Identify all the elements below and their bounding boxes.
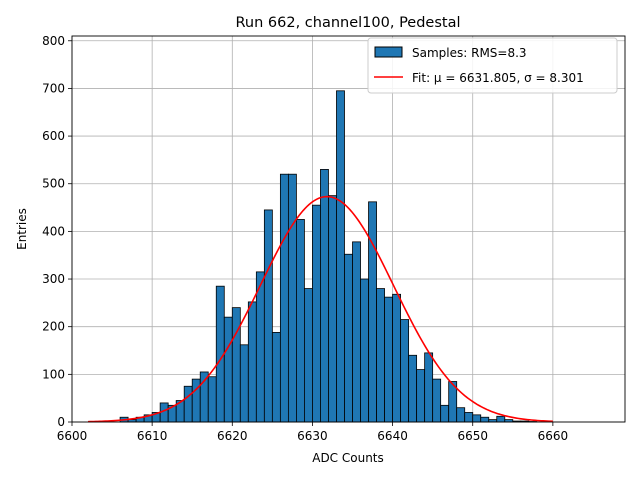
histogram-bar bbox=[400, 319, 410, 423]
y-tick-label: 800 bbox=[42, 34, 65, 48]
histogram-bar bbox=[352, 241, 361, 423]
legend-swatch-histogram bbox=[374, 46, 403, 58]
fit-curve bbox=[88, 195, 553, 423]
y-axis: 0 100 200 300 400 500 600 700 800 bbox=[42, 34, 72, 429]
legend-box bbox=[367, 37, 618, 94]
histogram-bar bbox=[255, 271, 265, 423]
histogram-bar bbox=[263, 209, 273, 423]
x-axis-label: ADC Counts bbox=[312, 451, 384, 465]
x-tick-label: 6610 bbox=[137, 429, 168, 443]
histogram-bars bbox=[119, 90, 538, 423]
histogram-bar bbox=[496, 415, 506, 423]
histogram-bar bbox=[368, 201, 377, 423]
y-tick-label: 300 bbox=[42, 272, 65, 286]
y-tick-label: 700 bbox=[42, 81, 65, 95]
histogram-bar bbox=[247, 301, 257, 423]
histogram-bar bbox=[432, 378, 442, 423]
y-axis-label: Entries bbox=[15, 208, 29, 250]
histogram-bar bbox=[279, 173, 289, 423]
y-tick-label: 200 bbox=[42, 320, 65, 334]
x-tick-label: 6640 bbox=[377, 429, 408, 443]
histogram-bar bbox=[336, 90, 345, 423]
histogram-bar bbox=[320, 169, 329, 423]
histogram-bar bbox=[440, 404, 450, 423]
histogram-bar bbox=[199, 371, 209, 423]
histogram-bar bbox=[472, 414, 482, 423]
plot-area bbox=[71, 35, 626, 423]
histogram-bar bbox=[287, 173, 297, 423]
histogram-bar bbox=[223, 316, 233, 423]
x-axis: 6600 6610 6620 6630 6640 6650 6660 bbox=[57, 422, 568, 443]
histogram-bar bbox=[296, 219, 305, 423]
histogram-bar bbox=[312, 204, 321, 423]
histogram-bar bbox=[231, 307, 241, 423]
chart-title: Run 662, channel100, Pedestal bbox=[235, 15, 460, 31]
histogram-bar bbox=[344, 253, 353, 423]
histogram-bar bbox=[456, 407, 466, 423]
histogram-bar bbox=[304, 288, 313, 423]
histogram-bar bbox=[376, 288, 385, 423]
y-tick-label: 600 bbox=[42, 129, 65, 143]
y-tick-label: 400 bbox=[42, 224, 65, 238]
y-tick-label: 500 bbox=[42, 177, 65, 191]
x-tick-label: 6620 bbox=[217, 429, 248, 443]
legend: Samples: RMS=8.3 Fit: μ = 6631.805, σ = … bbox=[367, 37, 618, 94]
histogram-bar bbox=[464, 412, 474, 423]
histogram-bar bbox=[424, 352, 434, 423]
histogram-bar bbox=[183, 385, 193, 423]
histogram-bar bbox=[360, 278, 369, 423]
y-tick-label: 0 bbox=[57, 415, 65, 429]
histogram-bar bbox=[392, 293, 401, 423]
legend-label-histogram: Samples: RMS=8.3 bbox=[412, 46, 527, 60]
histogram-bar bbox=[271, 332, 281, 423]
x-tick-label: 6650 bbox=[457, 429, 488, 443]
histogram-bar bbox=[408, 354, 418, 423]
x-tick-label: 6600 bbox=[57, 429, 88, 443]
y-tick-label: 100 bbox=[42, 367, 65, 381]
histogram-bar bbox=[239, 344, 249, 423]
plot-frame bbox=[71, 35, 626, 423]
x-tick-label: 6630 bbox=[297, 429, 328, 443]
histogram-bar bbox=[328, 195, 337, 423]
histogram-bar bbox=[207, 376, 217, 423]
legend-label-fit: Fit: μ = 6631.805, σ = 8.301 bbox=[412, 71, 584, 85]
histogram-bar bbox=[480, 416, 490, 423]
histogram-bar bbox=[384, 296, 393, 423]
x-tick-label: 6660 bbox=[538, 429, 569, 443]
histogram-bar bbox=[416, 369, 426, 423]
